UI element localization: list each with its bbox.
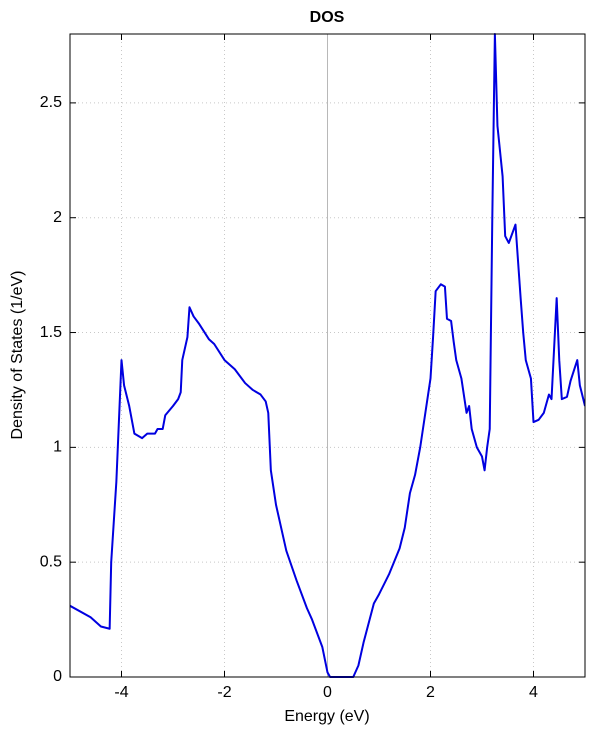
plot-frame [69, 33, 586, 678]
x-tick-label: -2 [217, 684, 231, 701]
y-tick-label: 0.5 [40, 553, 62, 570]
y-axis-label: Density of States (1/eV) [9, 271, 26, 440]
y-tick-label: 2.5 [40, 94, 62, 111]
y-tick-label: 1.5 [40, 324, 62, 341]
x-tick-label: 4 [529, 684, 538, 701]
x-tick-label: -4 [114, 684, 128, 701]
y-tick-label: 1 [53, 439, 62, 456]
dos-line [70, 33, 585, 678]
y-tick-label: 2 [53, 209, 62, 226]
chart-title: DOS [310, 9, 345, 26]
x-axis-label: Energy (eV) [284, 708, 369, 725]
x-tick-label: 0 [323, 684, 332, 701]
y-tick-label: 0 [53, 668, 62, 685]
x-tick-label: 2 [426, 684, 435, 701]
